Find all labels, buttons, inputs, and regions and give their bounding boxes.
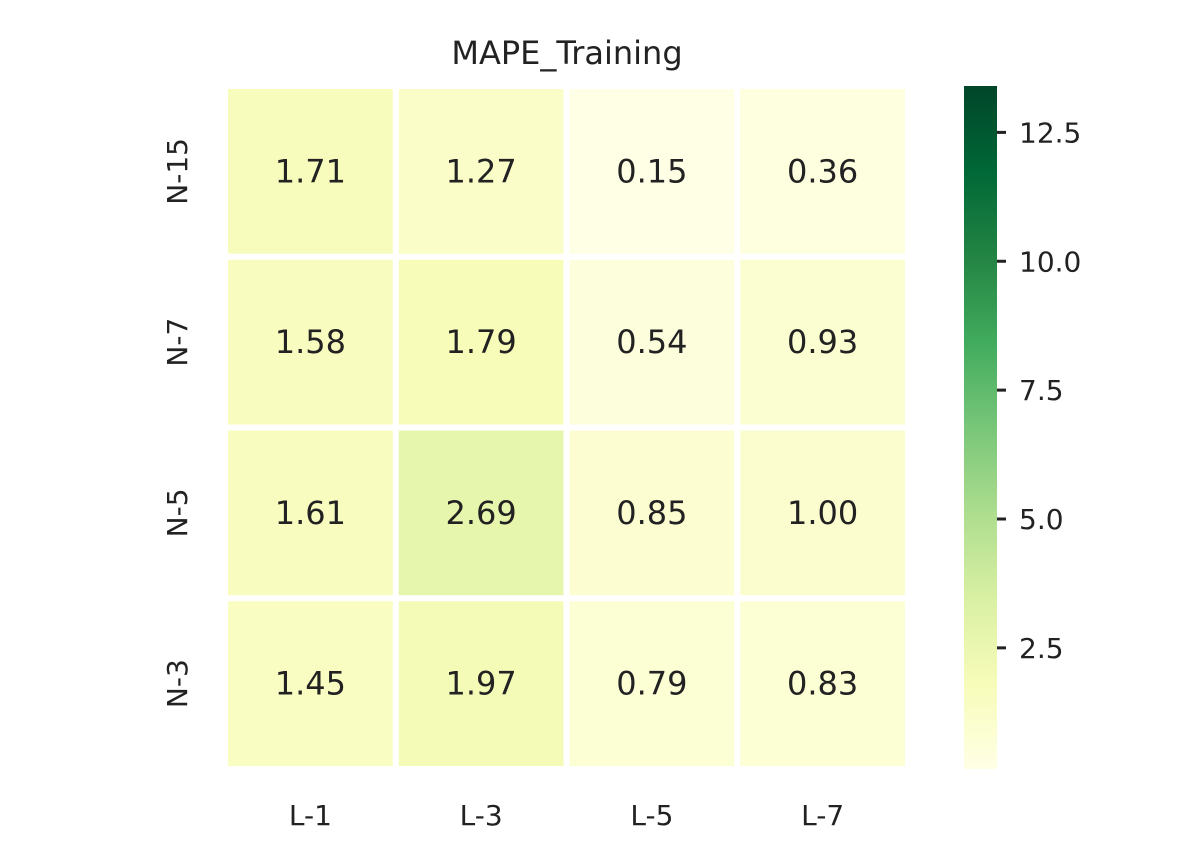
colorbar-tick-label: 12.5 [1019,116,1081,149]
cell-value-label: 2.69 [446,494,517,532]
y-tick-label: N-7 [161,318,194,367]
heatmap-cell [569,601,735,766]
colorbar: 2.5 5.0 7.5 10.0 12.5 [964,86,1081,769]
colorbar-tick-label: 5.0 [1019,503,1064,536]
heatmap-cell [398,259,564,425]
cell-value-label: 0.85 [616,494,687,532]
heatmap-cell [569,89,735,254]
colorbar-tick-label: 10.0 [1019,245,1081,278]
x-tick-label: L-7 [801,799,844,832]
heatmap-cell [228,89,393,254]
heatmap-cell [740,601,905,766]
heatmap-cell [398,89,564,254]
y-tick-label: N-5 [161,488,194,537]
heatmap-cell [228,259,393,425]
y-axis-ticks: N-15 N-7 N-5 N-3 [161,138,194,708]
heatmap-cell [740,430,905,596]
colorbar-tick-label: 2.5 [1019,632,1064,665]
cell-value-label: 1.71 [275,152,346,190]
cell-value-label: 0.36 [787,152,858,190]
colorbar-ticks: 2.5 5.0 7.5 10.0 12.5 [997,116,1081,665]
cell-value-label: 1.58 [275,323,346,361]
cell-value-label: 1.45 [275,665,346,703]
x-axis-ticks: L-1 L-3 L-5 L-7 [289,799,844,832]
y-tick-label: N-3 [161,659,194,708]
colorbar-gradient [964,86,997,769]
heatmap-cell [569,430,735,596]
heatmap-cell [740,259,905,425]
cell-value-label: 0.83 [787,665,858,703]
y-tick-label: N-15 [161,138,194,205]
chart-title: MAPE_Training [451,34,682,72]
x-tick-label: L-1 [289,799,332,832]
heatmap-cell [228,601,393,766]
heatmap-cell [740,89,905,254]
cell-value-label: 1.00 [787,494,858,532]
colorbar-tick-label: 7.5 [1019,374,1064,407]
heatmap-cells: 1.71 1.27 0.15 0.36 1.58 1.79 0.54 0.93 1.61 2.69… [228,89,905,766]
cell-value-label: 1.79 [446,323,517,361]
heatmap-cell [228,430,393,596]
cell-value-label: 1.61 [275,494,346,532]
heatmap-cell [398,601,564,766]
cell-value-label: 0.93 [787,323,858,361]
heatmap-cell [398,430,564,596]
x-tick-label: L-3 [460,799,503,832]
cell-value-label: 1.27 [446,152,517,190]
cell-value-label: 0.79 [616,665,687,703]
heatmap-cell [569,259,735,425]
cell-value-label: 0.15 [616,152,687,190]
x-tick-label: L-5 [630,799,673,832]
cell-value-label: 0.54 [616,323,687,361]
cell-value-label: 1.97 [446,665,517,703]
